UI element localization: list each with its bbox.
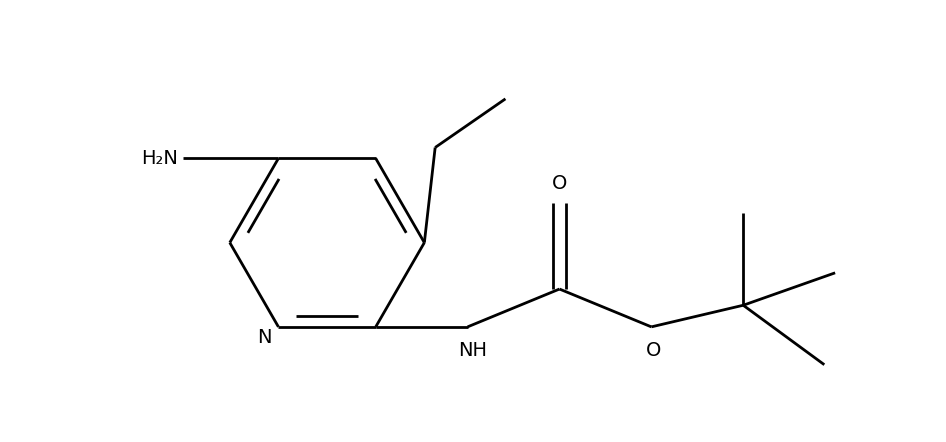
Text: O: O [646,341,661,360]
Text: N: N [257,328,272,347]
Text: NH: NH [459,341,487,360]
Text: O: O [552,174,568,193]
Text: H₂N: H₂N [141,149,178,168]
